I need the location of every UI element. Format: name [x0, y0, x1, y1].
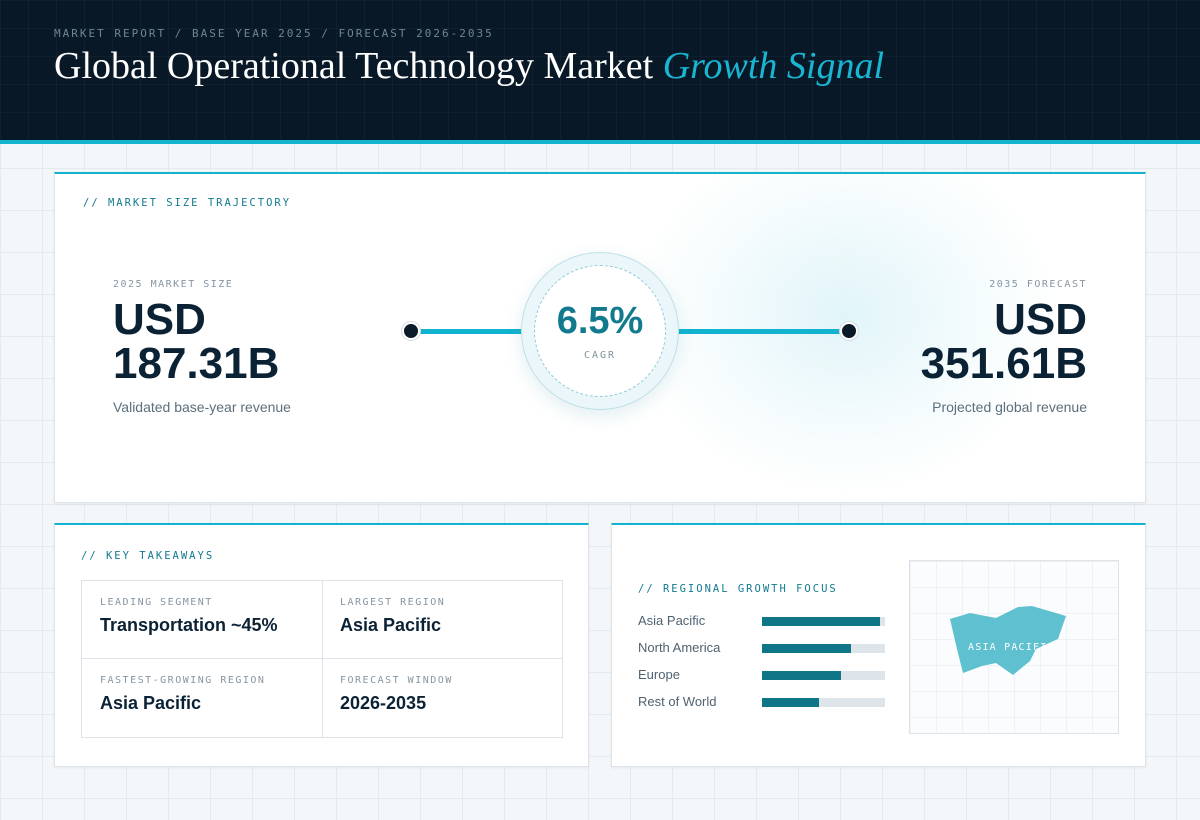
region-map: ASIA PACIFIC — [909, 560, 1119, 734]
grid-divider-vertical — [322, 581, 323, 737]
start-value-currency: USD — [113, 295, 206, 344]
report-eyebrow: MARKET REPORT / BASE YEAR 2025 / FORECAS… — [54, 27, 494, 40]
takeaway-label: LARGEST REGION — [340, 597, 446, 608]
trajectory-section-label: // MARKET SIZE TRAJECTORY — [83, 197, 292, 209]
takeaways-section-label: // KEY TAKEAWAYS — [81, 550, 215, 562]
takeaway-value: Asia Pacific — [100, 693, 202, 713]
start-value-label: 2025 MARKET SIZE — [113, 279, 234, 290]
key-takeaways-card: // KEY TAKEAWAYS LEADING SEGMENT Transpo… — [54, 523, 589, 767]
takeaway-label: FORECAST WINDOW — [340, 675, 453, 686]
region-bar-fill — [762, 698, 819, 707]
takeaway-largest-region: LARGEST REGION Asia Pacific — [322, 581, 562, 659]
end-value-currency: USD — [994, 295, 1087, 344]
start-point-marker — [402, 322, 420, 340]
start-value-caption: Validated base-year revenue — [113, 399, 291, 415]
region-name: Europe — [638, 667, 680, 682]
takeaway-value: Transportation ~45% — [100, 615, 278, 635]
end-point-marker — [840, 322, 858, 340]
region-bar-track — [762, 671, 885, 680]
regional-section-label: // REGIONAL GROWTH FOCUS — [638, 583, 838, 595]
region-bar-row: Asia Pacific — [638, 611, 888, 631]
takeaway-value: Asia Pacific — [340, 615, 442, 635]
region-bar-row: Europe — [638, 665, 888, 685]
region-bar-fill — [762, 617, 881, 626]
region-bar-track — [762, 617, 885, 626]
page-title-main: Global Operational Technology Market — [54, 45, 654, 87]
takeaway-value: 2026-2035 — [340, 693, 427, 713]
region-bar-track — [762, 698, 885, 707]
region-name: Asia Pacific — [638, 613, 706, 628]
map-region-label: ASIA PACIFIC — [968, 642, 1055, 653]
market-size-trajectory-card: // MARKET SIZE TRAJECTORY 2025 MARKET SI… — [54, 172, 1146, 503]
start-value-amount: 187.31B — [113, 339, 280, 388]
region-name: North America — [638, 640, 721, 655]
takeaway-forecast-window: FORECAST WINDOW 2026-2035 — [322, 659, 562, 737]
end-value-label: 2035 FORECAST — [989, 279, 1087, 290]
report-header: MARKET REPORT / BASE YEAR 2025 / FORECAS… — [0, 0, 1200, 144]
asia-pacific-shape — [950, 606, 1066, 675]
region-bar-fill — [762, 671, 841, 680]
takeaway-leading-segment: LEADING SEGMENT Transportation ~45% — [82, 581, 322, 659]
region-bar-track — [762, 644, 885, 653]
region-bar-row: North America — [638, 638, 888, 658]
page-title: Global Operational Technology Market Gro… — [54, 44, 884, 88]
page-title-accent: Growth Signal — [662, 45, 885, 87]
cagr-label: CAGR — [583, 350, 617, 361]
takeaway-label: FASTEST-GROWING REGION — [100, 675, 266, 686]
region-bar-row: Rest of World — [638, 692, 888, 712]
end-value-amount: 351.61B — [920, 339, 1087, 388]
end-value-caption: Projected global revenue — [932, 399, 1087, 415]
region-name: Rest of World — [638, 694, 717, 709]
region-bar-fill — [762, 644, 851, 653]
cagr-badge: 6.5% CAGR — [521, 252, 679, 410]
takeaway-fastest-growing-region: FASTEST-GROWING REGION Asia Pacific — [82, 659, 322, 737]
takeaways-grid: LEADING SEGMENT Transportation ~45% LARG… — [81, 580, 563, 738]
grid-divider-horizontal — [82, 658, 562, 659]
takeaway-label: LEADING SEGMENT — [100, 597, 213, 608]
cagr-value: 6.5% — [556, 300, 644, 342]
regional-growth-card: // REGIONAL GROWTH FOCUS Asia Pacific No… — [611, 523, 1146, 767]
asia-pacific-map-icon: ASIA PACIFIC — [950, 606, 1066, 675]
cagr-badge-inner: 6.5% CAGR — [534, 265, 666, 397]
